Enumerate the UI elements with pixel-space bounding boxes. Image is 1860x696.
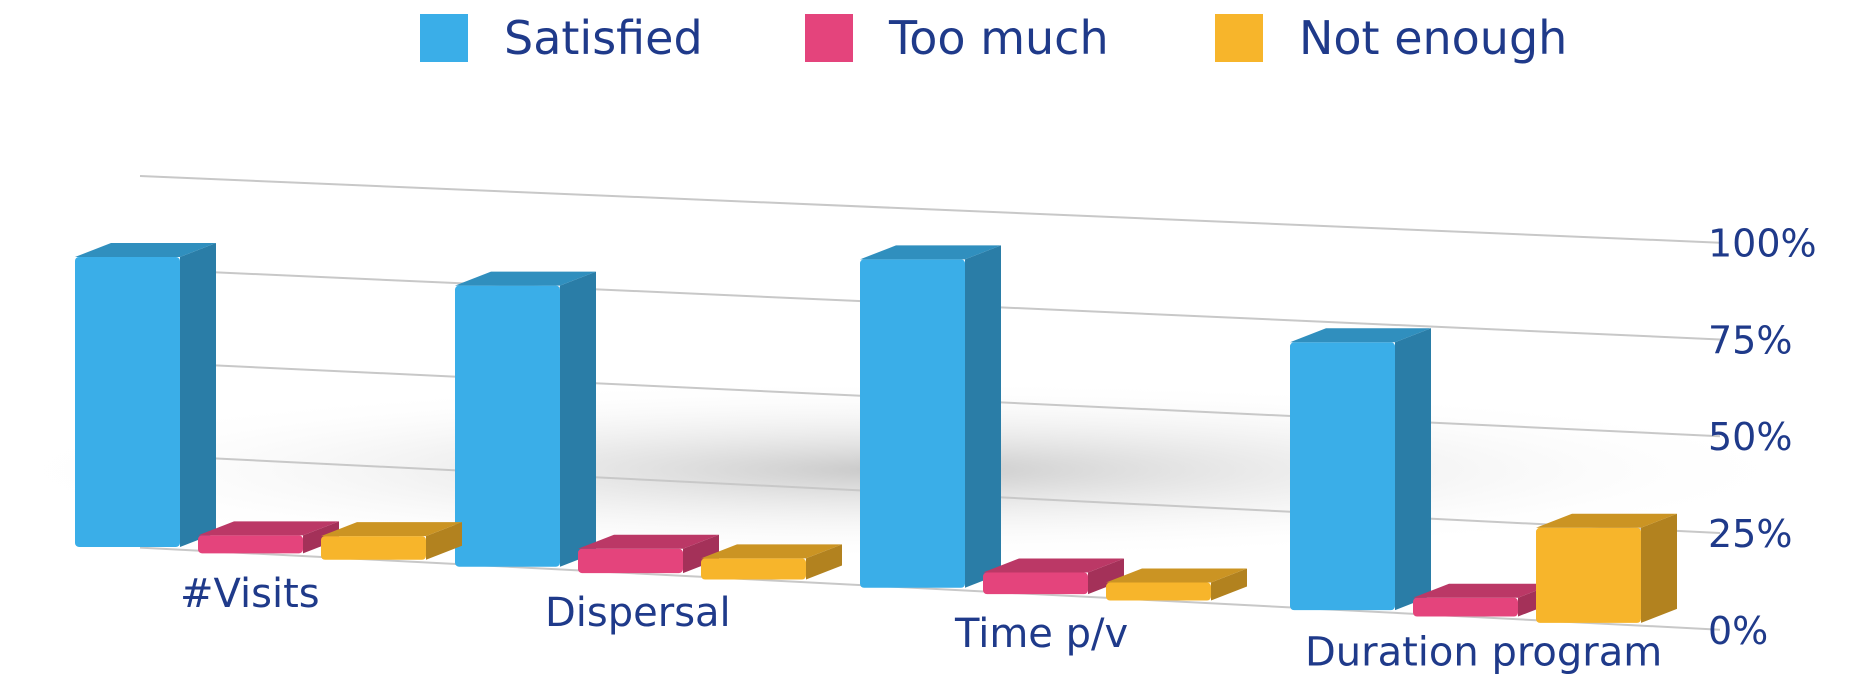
bar-top xyxy=(198,521,339,536)
bar-front xyxy=(983,572,1088,595)
bar-top xyxy=(860,245,1001,260)
bar-side xyxy=(426,522,462,560)
legend-label-too-much: Too much xyxy=(889,11,1109,65)
category-labels: #Visits Dispersal Time p/v Duration program xyxy=(180,571,1662,676)
bar-front xyxy=(455,285,560,567)
bar-top xyxy=(1290,328,1431,343)
bar-side xyxy=(303,521,339,554)
bar xyxy=(1536,513,1677,623)
y-tick-label: 75% xyxy=(1708,318,1792,362)
bar-front xyxy=(75,257,180,547)
bar xyxy=(1413,583,1554,617)
bar-front xyxy=(1106,582,1211,601)
legend: Satisfied Too much Not enough xyxy=(420,8,1620,68)
bar xyxy=(1106,568,1247,601)
bar xyxy=(455,271,596,567)
bar-front xyxy=(1413,597,1518,617)
bar xyxy=(75,243,216,547)
bar xyxy=(578,534,719,574)
legend-label-not-enough: Not enough xyxy=(1299,11,1568,65)
bar-top xyxy=(455,271,596,286)
bar xyxy=(198,521,339,554)
bar-side xyxy=(965,245,1001,588)
bar-top xyxy=(701,544,842,559)
legend-item-too-much: Too much xyxy=(805,8,1109,68)
bar-front xyxy=(578,548,683,574)
bar-front xyxy=(198,535,303,554)
bar-top xyxy=(1106,568,1247,583)
bar xyxy=(321,522,462,560)
bar-side xyxy=(1395,328,1431,611)
bar-top xyxy=(1536,513,1677,528)
bar-top xyxy=(321,522,462,537)
category-label: Dispersal xyxy=(545,590,731,636)
bar-front xyxy=(701,558,806,580)
bar xyxy=(983,558,1124,595)
bar xyxy=(860,245,1001,588)
y-tick-label: 100% xyxy=(1708,222,1817,266)
bar-front xyxy=(1536,527,1641,623)
bar-front xyxy=(1290,342,1395,611)
category-label: Time p/v xyxy=(954,611,1128,657)
bar-top xyxy=(1413,583,1554,598)
legend-item-not-enough: Not enough xyxy=(1215,8,1567,68)
bar-top xyxy=(983,558,1124,573)
legend-swatch-too-much xyxy=(805,14,853,62)
legend-swatch-not-enough xyxy=(1215,14,1263,62)
bar-top xyxy=(578,534,719,549)
bar-side xyxy=(560,271,596,567)
bar xyxy=(701,544,842,580)
bar-side xyxy=(1088,558,1124,595)
legend-label-satisfied: Satisfied xyxy=(504,11,703,65)
gridline xyxy=(139,175,1721,244)
bar-top xyxy=(75,243,216,258)
bars xyxy=(75,243,1677,623)
bar-side xyxy=(806,544,842,580)
bar xyxy=(1290,328,1431,611)
category-label: #Visits xyxy=(180,571,320,617)
bar-side xyxy=(180,243,216,547)
bar-front xyxy=(860,259,965,588)
bar-side xyxy=(1211,568,1247,601)
y-tick-label: 25% xyxy=(1708,512,1792,556)
y-axis-ticks: 0% 25% 50% 75% 100% xyxy=(1708,222,1817,653)
bar-front xyxy=(321,536,426,560)
category-label: Duration program xyxy=(1305,629,1662,675)
bar-side xyxy=(1641,513,1677,623)
legend-item-satisfied: Satisfied xyxy=(420,8,703,68)
y-tick-label: 0% xyxy=(1708,609,1768,653)
legend-swatch-satisfied xyxy=(420,14,468,62)
bar-side xyxy=(683,534,719,574)
y-tick-label: 50% xyxy=(1708,415,1792,459)
